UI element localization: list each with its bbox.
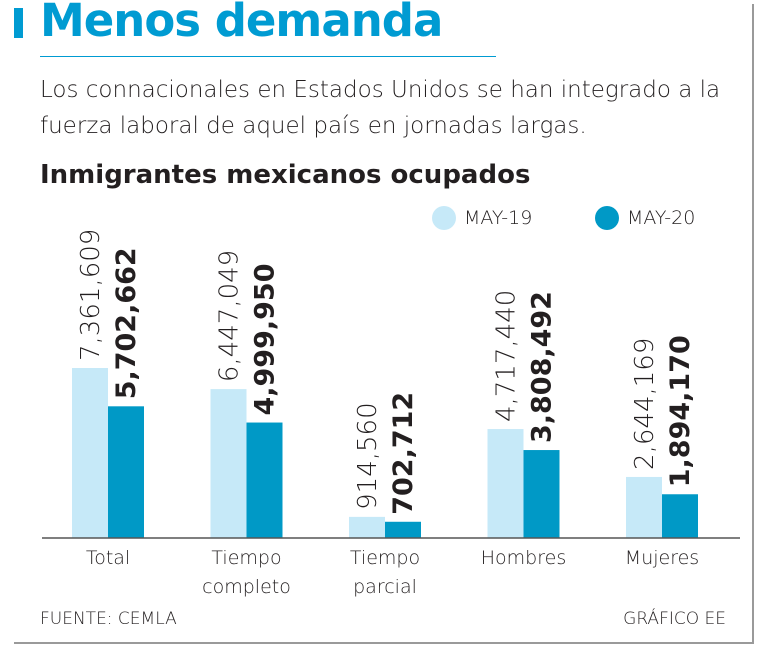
title-accent-bar [14, 8, 23, 38]
value-label-may-20-0: 5,702,662 [111, 247, 142, 399]
category-label-3-0: Hombres [481, 547, 566, 569]
bar-may-19-2 [349, 516, 385, 538]
bar-may-19-1 [210, 389, 247, 538]
value-label-may-20-4: 1,894,170 [665, 335, 696, 487]
value-label-may-19-1: 6,447,049 [215, 250, 245, 382]
legend-label-may-20: MAY-20 [627, 207, 696, 229]
value-label-may-19-3: 4,717,440 [492, 290, 522, 422]
value-label-may-20-2: 702,712 [388, 392, 419, 515]
page-title: Menos demanda [40, 0, 443, 47]
bar-may-19-0 [72, 368, 108, 538]
value-label-may-20-3: 3,808,492 [527, 291, 558, 443]
value-label-may-19-2: 914,560 [353, 402, 383, 510]
source-note: FUENTE: CEMLA [40, 609, 177, 629]
category-label-1-0: Tiempo [211, 547, 281, 569]
legend-label-may-19: MAY-19 [464, 207, 533, 229]
category-label-2-0: Tiempo [350, 547, 420, 569]
category-label-2-1: parcial [353, 576, 417, 598]
bar-may-20-1 [246, 422, 283, 538]
bar-may-20-3 [523, 450, 560, 538]
chart-title: Inmigrantes mexicanos ocupados [40, 160, 531, 190]
legend-item-may-20: MAY-20 [595, 205, 695, 231]
bar-may-20-2 [385, 521, 421, 538]
category-label-0-0: Total [86, 547, 130, 569]
bar-may-19-3 [487, 429, 524, 538]
category-label-1-1: completo [202, 576, 291, 598]
legend-swatch-may-20 [595, 206, 619, 230]
title-underline [40, 56, 496, 57]
bar-may-20-4 [662, 494, 698, 538]
chart-frame [14, 4, 754, 644]
legend-item-may-19: MAY-19 [432, 205, 532, 231]
value-label-may-19-4: 2,644,169 [630, 338, 660, 470]
bar-may-19-4 [626, 476, 662, 538]
value-label-may-20-1: 4,999,950 [250, 264, 281, 416]
bar-may-20-0 [108, 406, 144, 538]
legend-swatch-may-19 [432, 206, 456, 230]
value-label-may-19-0: 7,361,609 [76, 229, 106, 361]
graphic-credit: GRÁFICO EE [623, 609, 726, 629]
category-label-4-0: Mujeres [625, 547, 699, 569]
page-subtitle: Los connacionales en Estados Unidos se h… [40, 77, 721, 139]
